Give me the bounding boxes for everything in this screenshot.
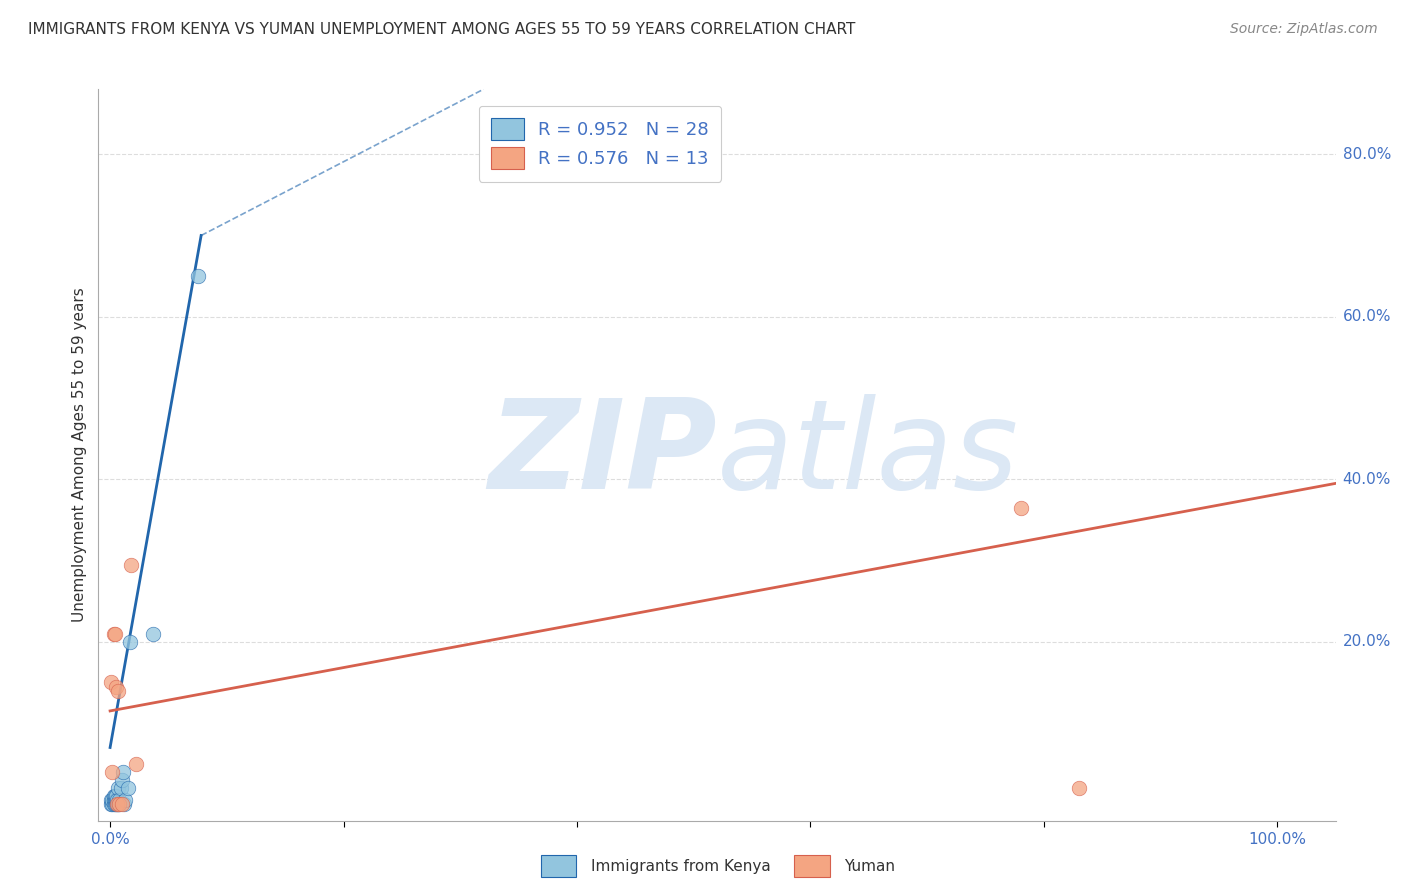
Point [104,797,127,812]
Point [107,781,129,796]
Point [101,797,124,812]
Point [104,797,127,812]
Point [104,793,127,807]
Point [118,635,141,649]
Point [100,675,122,690]
Text: atlas: atlas [717,394,1019,516]
Point [103,793,125,807]
Point [120,558,142,572]
Point [111,772,134,787]
Point [103,797,125,812]
Point [111,797,134,812]
Point [105,797,128,812]
Point [107,797,129,812]
Point [111,764,134,779]
Point [101,793,124,807]
Y-axis label: Unemployment Among Ages 55 to 59 years: Unemployment Among Ages 55 to 59 years [72,287,87,623]
Point [108,797,131,812]
Point [1067,781,1090,796]
Text: 60.0%: 60.0% [1343,310,1391,325]
Point [117,781,139,796]
Text: 80.0%: 80.0% [1343,146,1391,161]
Text: 20.0%: 20.0% [1343,634,1391,649]
Point [103,626,125,640]
Point [104,789,127,804]
Point [114,793,136,807]
Point [105,797,128,812]
Point [103,789,125,804]
Text: IMMIGRANTS FROM KENYA VS YUMAN UNEMPLOYMENT AMONG AGES 55 TO 59 YEARS CORRELATIO: IMMIGRANTS FROM KENYA VS YUMAN UNEMPLOYM… [28,22,855,37]
Text: Immigrants from Kenya: Immigrants from Kenya [591,859,770,873]
Point [100,797,122,812]
Legend: R = 0.952   N = 28, R = 0.576   N = 13: R = 0.952 N = 28, R = 0.576 N = 13 [478,105,721,182]
Point [125,756,148,771]
Point [105,793,128,807]
Text: 40.0%: 40.0% [1343,472,1391,487]
Text: Yuman: Yuman [844,859,894,873]
Point [100,793,122,807]
Point [187,269,209,284]
Point [112,797,135,812]
Text: Source: ZipAtlas.com: Source: ZipAtlas.com [1230,22,1378,37]
Point [108,797,131,812]
Point [101,764,124,779]
Point [1010,500,1032,515]
Point [104,789,127,804]
Point [104,626,127,640]
Text: ZIP: ZIP [488,394,717,516]
Point [104,793,127,807]
Point [107,683,129,698]
Point [142,626,165,640]
Point [110,781,132,796]
Point [104,680,127,694]
Point [108,793,131,807]
